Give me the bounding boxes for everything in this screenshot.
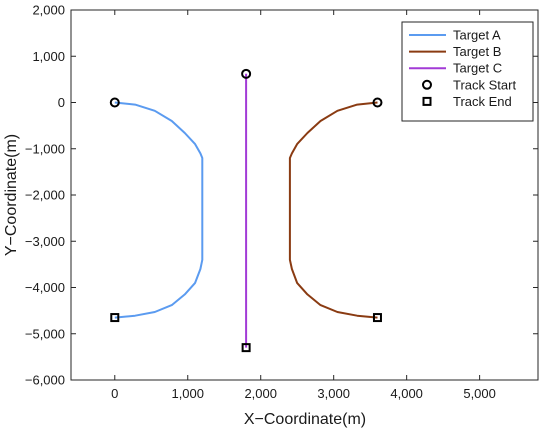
series-layer	[114, 73, 378, 348]
track-end-marker	[372, 313, 382, 323]
legend-swatch-track-start	[422, 79, 432, 90]
y-tick-label: −4,000	[25, 280, 65, 295]
tick-layer: 0 1,000 2,000 3,000 4,000 5,000 2,000 1,000 0 −1,…	[25, 3, 538, 401]
legend-label-track-end: Track End	[453, 94, 512, 109]
y-tick-label: −2,000	[25, 188, 65, 203]
x-tick-label: 5,000	[463, 386, 496, 401]
x-tick-label: 2,000	[244, 386, 277, 401]
y-tick-label: 1,000	[32, 49, 65, 64]
target-a-line	[114, 101, 204, 319]
track-start-marker	[109, 97, 120, 108]
track-end-marker	[241, 343, 251, 353]
y-tick-label: −3,000	[25, 234, 65, 249]
legend-label-track-start: Track Start	[453, 77, 516, 92]
marker-layer	[109, 68, 383, 353]
x-tick-label: 4,000	[390, 386, 423, 401]
y-tick-label: 2,000	[32, 3, 65, 18]
x-tick-label: 1,000	[171, 386, 204, 401]
track-start-marker	[372, 97, 383, 108]
x-tick-label: 3,000	[317, 386, 350, 401]
y-axis-title: Y−Coordinate(m)	[3, 134, 20, 256]
legend-label-target-b: Target B	[453, 44, 501, 59]
legend-label-target-a: Target A	[453, 28, 501, 43]
legend-label-target-c: Target C	[453, 61, 502, 76]
x-axis-title: X−Coordinate(m)	[244, 411, 366, 428]
x-tick-label: 0	[111, 386, 118, 401]
legend-swatch-track-end	[422, 96, 432, 106]
y-tick-label: −1,000	[25, 141, 65, 156]
track-start-marker	[241, 68, 252, 79]
y-tick-label: 0	[58, 95, 65, 110]
y-tick-label: −6,000	[25, 373, 65, 388]
y-tick-label: −5,000	[25, 326, 65, 341]
target-b-line	[288, 101, 378, 319]
track-end-marker	[110, 313, 120, 323]
